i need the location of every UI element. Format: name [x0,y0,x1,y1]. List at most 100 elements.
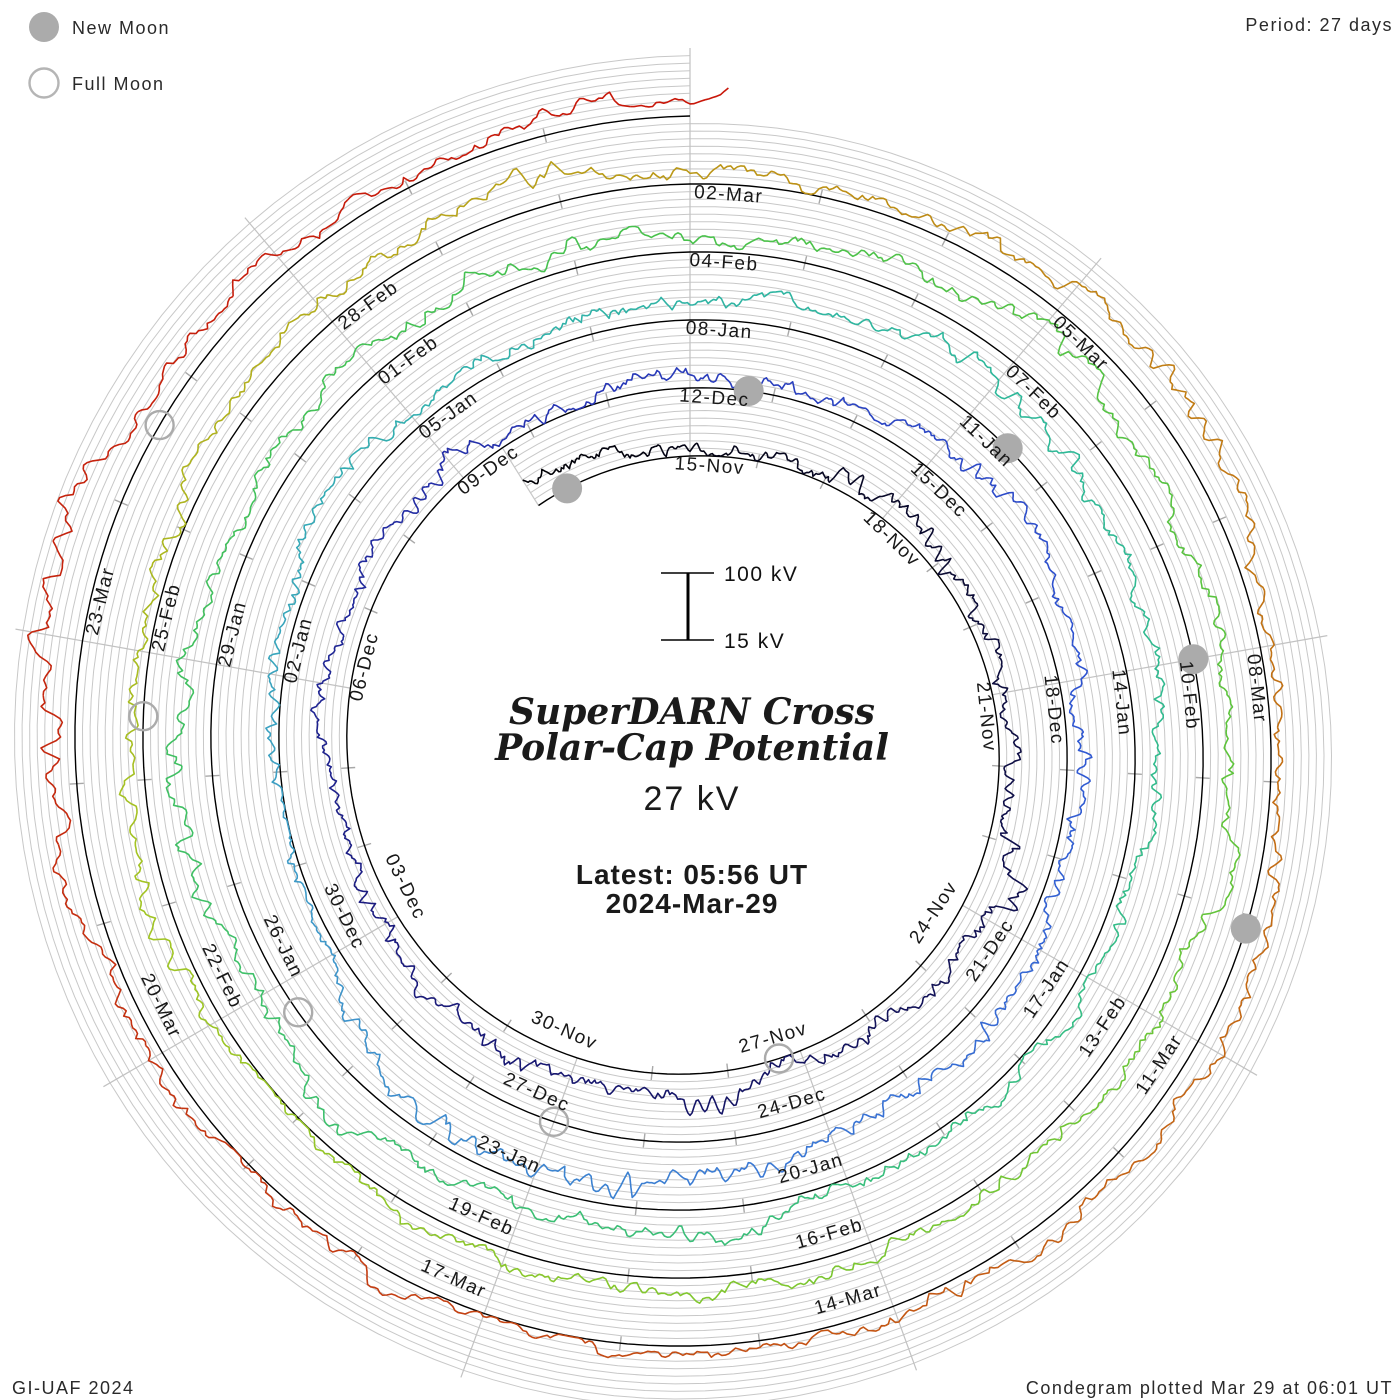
potential-trace-segment [124,701,139,768]
potential-trace-segment [549,309,598,335]
potential-trace-segment [424,272,466,325]
potential-trace-segment [184,295,234,355]
potential-trace-segment [267,664,281,715]
potential-trace-segment [982,629,1003,663]
potential-trace-segment [1025,261,1092,293]
moon-legend: New Moon Full Moon [28,12,169,99]
potential-trace-segment [82,411,139,470]
potential-trace-segment [917,1203,976,1233]
potential-trace-segment [1217,457,1253,522]
potential-trace-segment [1143,622,1161,678]
grid-spiral [59,100,1287,1362]
date-label: 06-Dec [346,630,383,703]
potential-trace-segment [52,844,78,917]
potential-trace-segment [1113,889,1129,944]
potential-trace-segment [181,1107,240,1156]
potential-trace-segment [697,372,742,389]
potential-trace-segment [1025,1122,1070,1169]
grid-spiral [29,70,1317,1392]
full-moon-marker [538,1106,570,1138]
center-annotation: SuperDARN Cross Polar-Cap Potential 27 k… [494,691,889,919]
potential-trace-segment [1218,666,1234,730]
potential-trace-segment [626,444,663,459]
potential-trace-segment [283,1207,343,1253]
date-label: 07-Feb [1001,361,1065,424]
potential-trace-segment [1150,785,1163,841]
full-moon-legend-label: Full Moon [72,74,165,94]
potential-trace-segment [629,1169,681,1199]
potential-trace-segment [1007,958,1040,997]
potential-trace-segment [338,995,369,1042]
potential-trace-segment [944,1259,1011,1298]
potential-trace-segment [948,452,990,480]
date-label: 03-Dec [380,851,430,923]
potential-trace-segment [112,980,147,1046]
date-label: 02-Mar [693,182,763,208]
potential-trace-segment [77,915,117,982]
potential-trace-segment [1150,731,1162,787]
potential-trace-segment [1035,909,1052,960]
potential-trace-segment [820,247,882,259]
potential-trace-segment [648,296,701,311]
potential-trace-segment [414,995,460,1013]
date-label: 28-Feb [334,277,402,335]
potential-trace-segment [165,765,188,826]
potential-trace-segment [999,699,1019,738]
potential-trace-segment [271,761,286,810]
potential-trace-segment [430,1233,495,1252]
potential-trace-segment [364,1040,391,1091]
potential-trace-segment [283,1035,310,1097]
potential-trace-segment [613,373,656,393]
potential-trace-segment [379,917,400,956]
potential-trace-segment [1134,346,1187,398]
potential-trace-segment [888,1143,939,1170]
potential-trace-segment [804,306,856,326]
potential-trace-segment [1121,1122,1172,1176]
potential-trace-segment [880,253,937,287]
potential-trace-segment [1176,914,1207,973]
potential-trace-segment [330,1154,381,1197]
grid-spiral [66,107,1280,1355]
potential-trace-segment [142,572,160,640]
potential-trace-segment [457,1011,486,1047]
potential-trace-segment [868,411,913,428]
potential-trace-segment [230,484,258,539]
potential-trace-segment [191,882,230,935]
potential-trace-segment [327,252,382,298]
potential-trace-segment [785,380,828,405]
potential-trace-segment [1044,552,1060,600]
potential-trace-segment [679,1167,731,1186]
potential-trace-segment [989,477,1028,510]
date-label: 05-Mar [1048,312,1112,375]
potential-trace-segment [149,513,187,574]
potential-trace-segment [864,1228,919,1265]
potential-trace-segment [1043,867,1065,911]
potential-trace-segment [1129,569,1151,623]
potential-trace-segment [696,442,733,457]
radial-gridline [799,1050,918,1371]
potential-trace-segment [980,896,1019,928]
potential-trace-segment [753,290,805,311]
potential-trace-segment [601,1082,643,1095]
potential-trace-segment [1059,987,1086,1038]
potential-trace-segment [45,769,72,845]
radial-gridline [992,635,1328,696]
potential-trace-segment [761,236,822,252]
potential-trace-segment [729,1161,781,1178]
potential-trace-segment [315,716,331,761]
potential-trace-segment [702,164,772,180]
potential-trace-segment [575,382,615,411]
full-moon-marker [763,1043,795,1074]
potential-trace-segment [307,901,329,947]
potential-trace-segment [505,333,551,360]
potential-trace-segment [937,569,970,597]
potential-trace-segment [759,1054,797,1081]
potential-trace-segment [1181,547,1218,604]
potential-trace-segment [205,536,232,594]
potential-trace-segment [636,167,704,181]
radial-gridline [244,217,464,479]
potential-trace-segment [955,926,985,956]
grid-spiral [36,77,1310,1385]
potential-trace-segment [40,695,64,771]
